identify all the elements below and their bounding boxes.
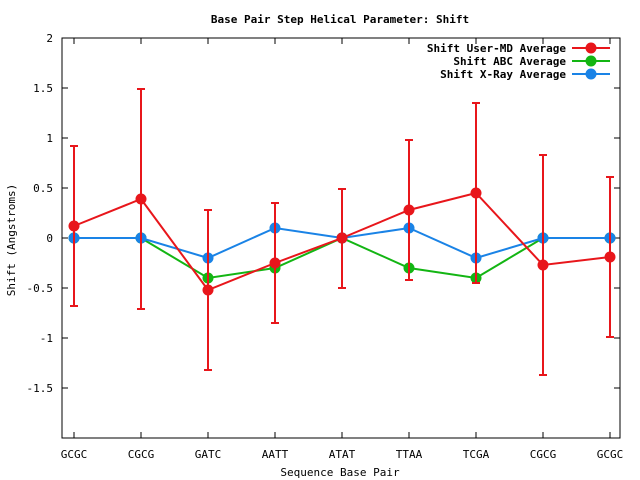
data-point	[135, 193, 147, 205]
x-tick-label: GATC	[195, 448, 222, 461]
y-axis-label: Shift (Angstroms)	[5, 184, 18, 297]
x-tick-label: ATAT	[329, 448, 356, 461]
x-tick-label: TTAA	[396, 448, 423, 461]
x-tick-label: TCGA	[463, 448, 490, 461]
data-point	[269, 257, 281, 269]
legend-label-1: Shift ABC Average	[453, 55, 566, 68]
y-tick-label: -0.5	[27, 282, 54, 295]
y-tick-label: -1	[40, 332, 53, 345]
x-tick-label: AATT	[262, 448, 289, 461]
data-point	[604, 251, 616, 263]
x-tick-label: CGCG	[128, 448, 155, 461]
data-point	[403, 204, 415, 216]
axes: -1.5 -1 -0.5 0 0.5 1 1.5 2 GCGC CGCG GATC AATT ATAT T…	[27, 32, 624, 461]
y-tick-label: 1	[46, 132, 53, 145]
legend-label-0: Shift User-MD Average	[427, 42, 566, 55]
legend-marker-2	[585, 68, 597, 80]
y-tick-label: 1.5	[33, 82, 53, 95]
data-point	[336, 232, 348, 244]
y-tick-label: -1.5	[27, 382, 54, 395]
data-point	[537, 259, 549, 271]
series-layer	[68, 88, 616, 376]
legend-label-2: Shift X-Ray Average	[440, 68, 566, 81]
x-tick-label: GCGC	[597, 448, 624, 461]
series-0	[68, 88, 616, 376]
data-point	[68, 220, 80, 232]
y-tick-label: 2	[46, 32, 53, 45]
data-point	[470, 187, 482, 199]
x-axis-label: Sequence Base Pair	[280, 466, 400, 479]
chart-title: Base Pair Step Helical Parameter: Shift	[211, 13, 469, 26]
y-tick-label: 0	[46, 232, 53, 245]
y-tick-label: 0.5	[33, 182, 53, 195]
x-tick-label: GCGC	[61, 448, 88, 461]
legend-marker-1	[585, 55, 597, 67]
legend-marker-0	[585, 42, 597, 54]
data-point	[202, 284, 214, 296]
x-tick-label: CGCG	[530, 448, 557, 461]
